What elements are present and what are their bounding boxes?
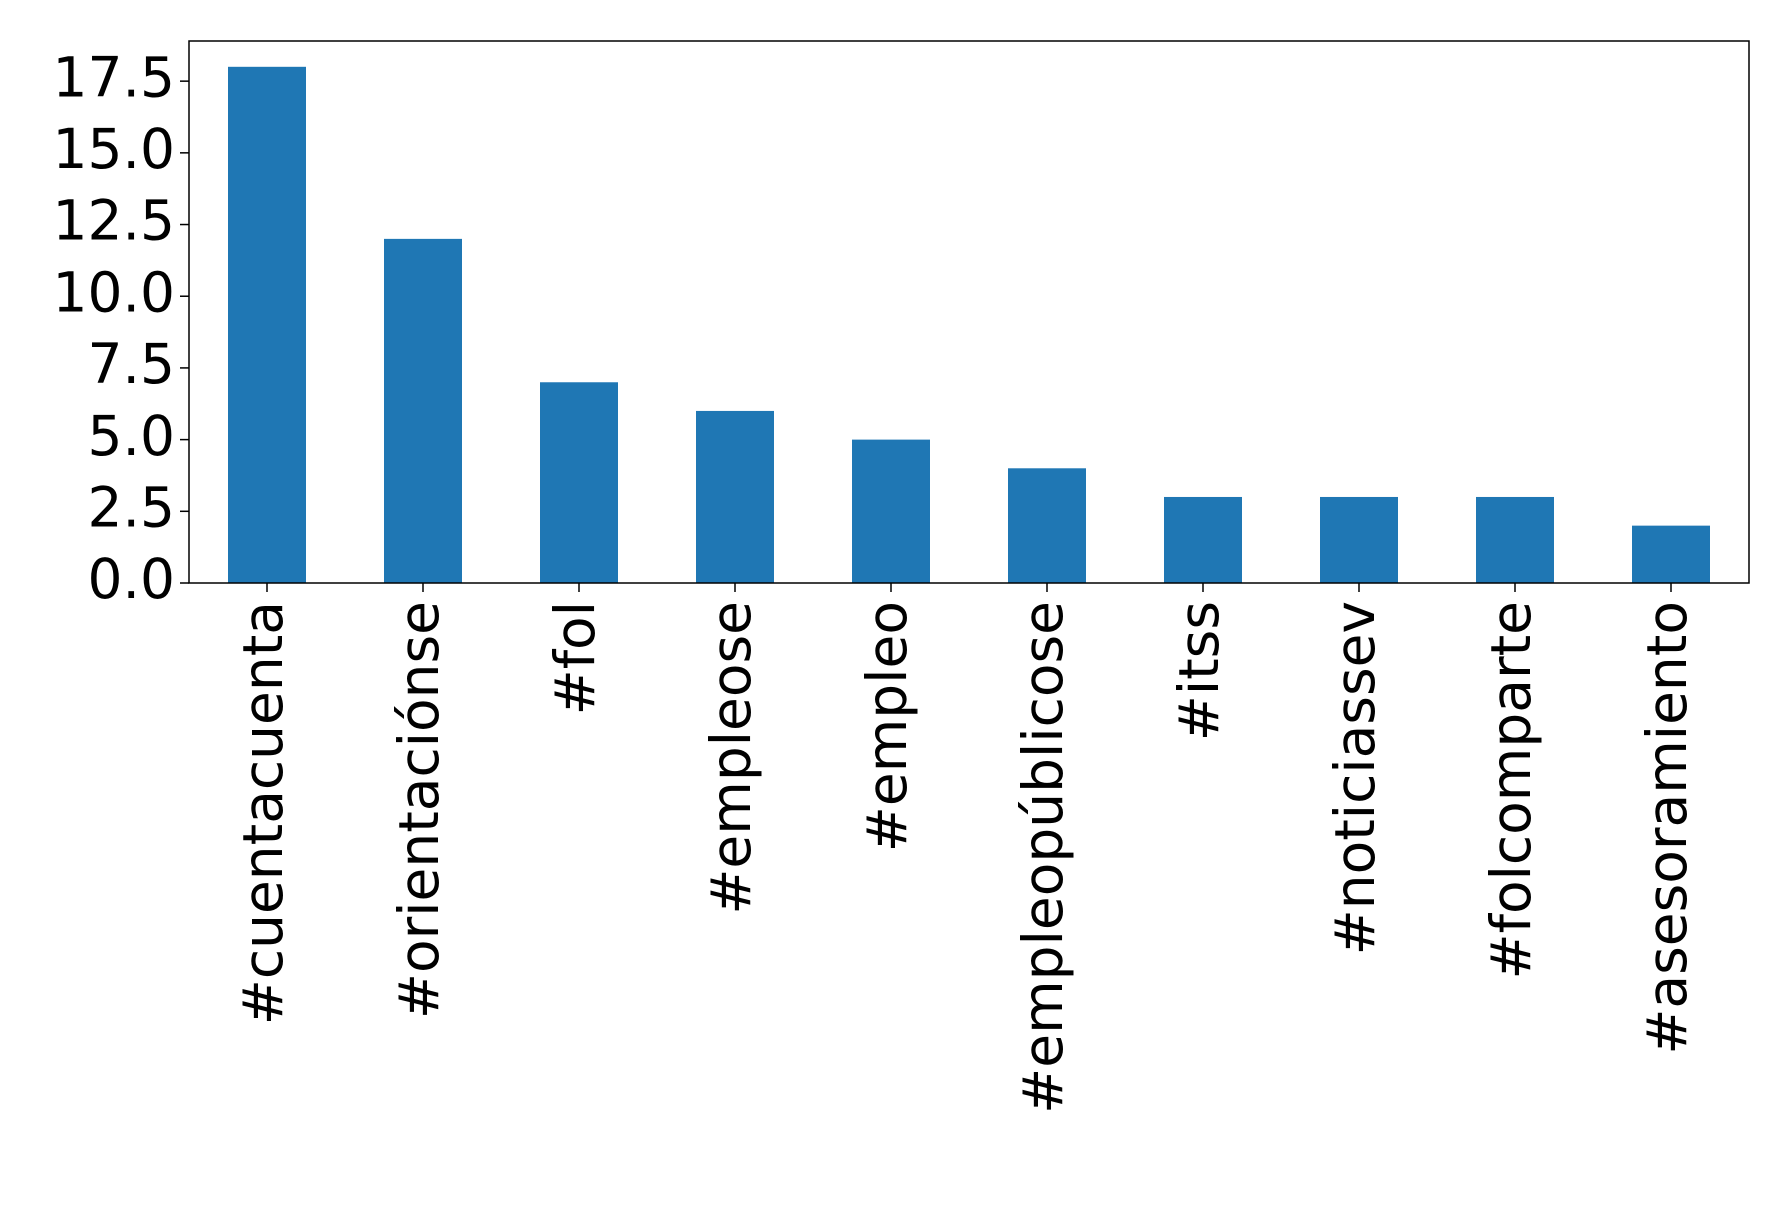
x-tick-label: #orientaciónse — [387, 601, 451, 1019]
x-tick-label: #empleopúblicose — [1011, 601, 1075, 1114]
bar — [1476, 496, 1554, 583]
y-tick-label: 0.0 — [88, 547, 175, 611]
x-tick-label: #fol — [543, 601, 607, 715]
y-tick-label: 7.5 — [88, 332, 175, 396]
bar — [540, 382, 618, 583]
bar — [852, 439, 930, 583]
bar — [384, 238, 462, 583]
x-tick-label: #empleose — [699, 601, 763, 915]
x-tick-label: #asesoramiento — [1635, 601, 1699, 1055]
x-tick-label: #folcomparte — [1479, 601, 1543, 979]
x-tick-label: #noticiassev — [1323, 601, 1387, 955]
x-tick-label: #cuentacuenta — [231, 601, 295, 1025]
y-tick-label: 5.0 — [88, 404, 175, 468]
x-tick-label: #itss — [1167, 601, 1231, 741]
axes-frame — [188, 40, 1750, 584]
x-tick-label: #empleo — [855, 601, 919, 852]
y-tick-label: 15.0 — [53, 117, 175, 181]
y-tick-label: 2.5 — [88, 475, 175, 539]
y-tick-label: 10.0 — [53, 260, 175, 324]
bar — [228, 66, 306, 584]
bar — [1320, 496, 1398, 583]
y-tick-label: 17.5 — [53, 45, 175, 109]
bar — [1164, 496, 1242, 583]
bar — [1632, 525, 1710, 583]
y-tick-label: 12.5 — [53, 189, 175, 253]
bar — [696, 410, 774, 583]
bar — [1008, 468, 1086, 583]
